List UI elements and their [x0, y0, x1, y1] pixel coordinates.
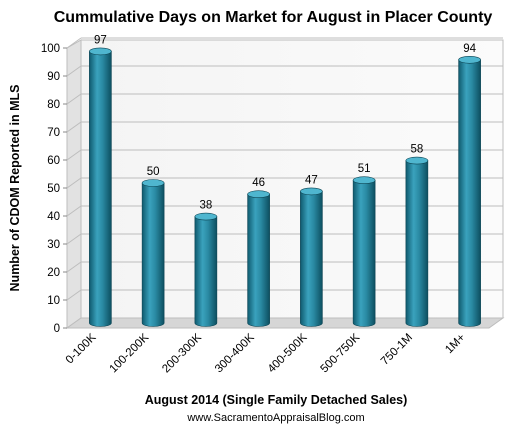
- y-tick-label: 0: [54, 323, 60, 335]
- x-tick-label: 1M+: [443, 331, 468, 356]
- x-axis-label: August 2014 (Single Family Detached Sale…: [145, 393, 408, 407]
- bar-top: [405, 156, 429, 165]
- bar-top: [89, 47, 112, 56]
- x-tick-label: 0-100K: [64, 331, 99, 366]
- x-axis-ticks: 0-100K 100-200K 200-300K 300-400K 400-500K 50…: [64, 331, 468, 375]
- x-tick-label: 200-300K: [160, 331, 204, 375]
- data-label: 47: [305, 174, 318, 186]
- bar: [352, 176, 376, 327]
- gridline-side: [66, 261, 82, 273]
- y-axis-label: Number of CDOM Reported in MLS: [8, 85, 22, 292]
- bar: [458, 55, 481, 327]
- bar: [405, 156, 429, 327]
- bar-top: [300, 187, 323, 196]
- chart-title: Cummulative Days on Market for August in…: [54, 9, 493, 26]
- data-label: 46: [252, 177, 265, 189]
- x-tick-label: 750-1M: [379, 332, 415, 368]
- data-label: 58: [410, 144, 423, 156]
- gridline-side: [66, 121, 82, 133]
- bar-body: [89, 51, 112, 327]
- y-tick-label: 50: [47, 183, 60, 195]
- data-label: 38: [199, 200, 212, 212]
- bar: [89, 47, 112, 327]
- y-tick-label: 40: [47, 211, 60, 223]
- bar: [247, 190, 270, 327]
- bars: 97 50 38 46 47 51 58 94: [89, 34, 481, 327]
- y-tick-label: 60: [47, 155, 60, 167]
- bar-top: [352, 176, 376, 184]
- plot-area: [65, 37, 505, 329]
- gridline-side: [66, 177, 82, 189]
- bar-body: [458, 59, 481, 327]
- bar-top: [194, 212, 218, 221]
- y-tick-label: 20: [47, 267, 60, 279]
- gridline-side: [66, 37, 82, 49]
- y-tick-label: 10: [47, 295, 60, 307]
- gridline-side: [66, 289, 82, 301]
- y-tick-label: 80: [47, 99, 60, 111]
- y-tick-label: 30: [47, 239, 60, 251]
- y-tick-label: 100: [41, 43, 60, 55]
- side-wall: [66, 39, 82, 329]
- y-tick-label: 90: [47, 71, 60, 83]
- x-tick-label: 500-750K: [318, 331, 362, 375]
- gridline-side: [66, 233, 82, 245]
- y-tick-label: 70: [47, 127, 60, 139]
- source-credit: www.SacramentoAppraisalBlog.com: [186, 412, 364, 424]
- data-label: 94: [463, 43, 476, 55]
- gridline-side: [66, 65, 82, 77]
- gridlines: [66, 37, 503, 301]
- bar-body: [247, 193, 270, 327]
- bar-body: [300, 191, 323, 327]
- x-tick-label: 400-500K: [266, 331, 310, 375]
- bar-body: [405, 160, 429, 327]
- bar-top: [247, 190, 270, 198]
- y-axis-ticks: 0 10 20 30 40 50 60 70 80 90 100: [41, 43, 67, 335]
- bar-body: [194, 216, 218, 327]
- gridline-side: [66, 205, 82, 217]
- bar: [194, 212, 218, 327]
- gridline-side: [66, 149, 82, 161]
- x-tick-label: 100-200K: [107, 331, 151, 375]
- bar-top: [141, 179, 165, 187]
- data-label: 51: [358, 163, 371, 175]
- gridline-side: [66, 93, 82, 105]
- bar-body: [141, 182, 165, 327]
- data-label: 50: [147, 166, 160, 178]
- bar-body: [352, 179, 376, 327]
- bar-top: [458, 55, 481, 64]
- x-tick-label: 300-400K: [213, 331, 257, 375]
- bar: [300, 187, 323, 327]
- floor: [65, 317, 505, 329]
- bar: [141, 179, 165, 327]
- data-label: 97: [94, 34, 107, 46]
